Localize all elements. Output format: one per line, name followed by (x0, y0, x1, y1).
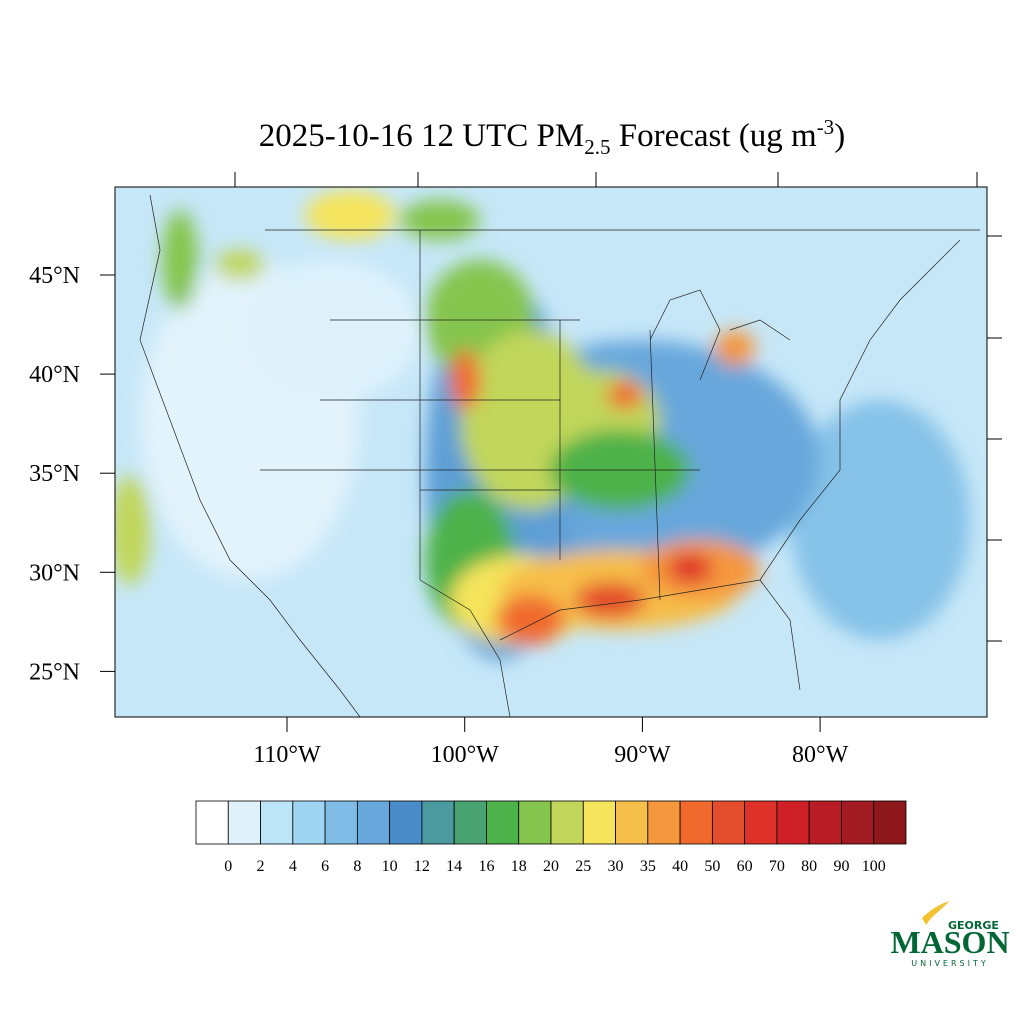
logo: GEORGE MASON UNIVERSITY (890, 900, 1010, 968)
colorbar-box (227, 800, 261, 845)
lat-label: 40°N (29, 362, 80, 388)
colorbar-label: 14 (446, 858, 462, 875)
map-title: 2025-10-16 12 UTC PM2.5 Forecast (ug m-3… (259, 115, 845, 159)
colorbar-label: 20 (543, 858, 559, 875)
colorbar-label: 90 (833, 858, 849, 875)
logo-main: MASON (890, 924, 1009, 960)
colorbar-label: 70 (769, 858, 785, 875)
colorbar-label: 6 (321, 858, 329, 875)
colorbar-box (356, 800, 391, 845)
title-text: ) (834, 118, 845, 154)
title-text: Forecast (ug m (610, 118, 817, 154)
colorbar-box (808, 800, 842, 845)
colorbar-label: 100 (862, 858, 886, 875)
colorbar-label: 40 (672, 858, 688, 875)
colorbar-label: 4 (289, 858, 297, 875)
frame-ticks (100, 172, 1002, 732)
lon-label: 80°W (792, 742, 849, 768)
lon-label: 90°W (614, 742, 671, 768)
lat-label: 45°N (29, 263, 80, 289)
colorbar: 0 2 4 6 8 10 12 14 16 18 20 25 30 35 40 50 60 70 80 90 100 (195, 800, 907, 875)
colorbar-label: 25 (575, 858, 591, 875)
logo-bottom: UNIVERSITY (911, 959, 989, 968)
lat-labels: 45°N 40°N 35°N 30°N 25°N (29, 263, 80, 685)
lat-label: 30°N (29, 560, 80, 586)
colorbar-box (421, 800, 455, 845)
colorbar-label: 35 (640, 858, 656, 875)
colorbar-box (647, 800, 681, 845)
colorbar-box (841, 800, 875, 845)
colorbar-label: 16 (478, 858, 494, 875)
map-field (115, 187, 987, 717)
title-text: 2025-10-16 12 UTC PM (259, 118, 584, 154)
colorbar-box (873, 800, 907, 845)
logo-swoosh (922, 900, 950, 925)
lat-label: 25°N (29, 659, 80, 685)
lon-label: 110°W (253, 742, 321, 768)
state-borders (139, 194, 980, 717)
colorbar-box (711, 800, 746, 845)
logo-top: GEORGE (948, 919, 999, 932)
colorbar-box (453, 800, 487, 845)
colorbar-box (550, 800, 584, 845)
colorbar-box (615, 800, 649, 845)
colorbar-box (744, 800, 778, 845)
colorbar-box (195, 800, 229, 845)
lon-labels: 110°W 100°W 90°W 80°W (253, 742, 848, 768)
lon-label: 100°W (431, 742, 500, 768)
colorbar-box (582, 800, 616, 845)
colorbar-box (776, 800, 810, 845)
title-superscript: -3 (817, 115, 835, 139)
colorbar-label: 18 (511, 858, 527, 875)
colorbar-label: 30 (608, 858, 624, 875)
colorbar-label: 60 (737, 858, 753, 875)
colorbar-box (260, 800, 294, 845)
concentration-field (115, 190, 970, 660)
colorbar-label: 2 (257, 858, 265, 875)
colorbar-box (292, 800, 326, 845)
lat-label: 35°N (29, 461, 80, 487)
map-frame (114, 186, 988, 718)
colorbar-label: 0 (224, 858, 232, 875)
colorbar-label: 80 (801, 858, 817, 875)
colorbar-box (679, 800, 713, 845)
colorbar-box (486, 800, 520, 845)
colorbar-box (324, 800, 358, 845)
colorbar-label: 10 (382, 858, 398, 875)
colorbar-box (389, 800, 423, 845)
colorbar-label: 50 (704, 858, 720, 875)
colorbar-box (518, 800, 552, 845)
colorbar-label: 8 (353, 858, 361, 875)
title-subscript: 2.5 (584, 135, 610, 159)
colorbar-label: 12 (414, 858, 430, 875)
